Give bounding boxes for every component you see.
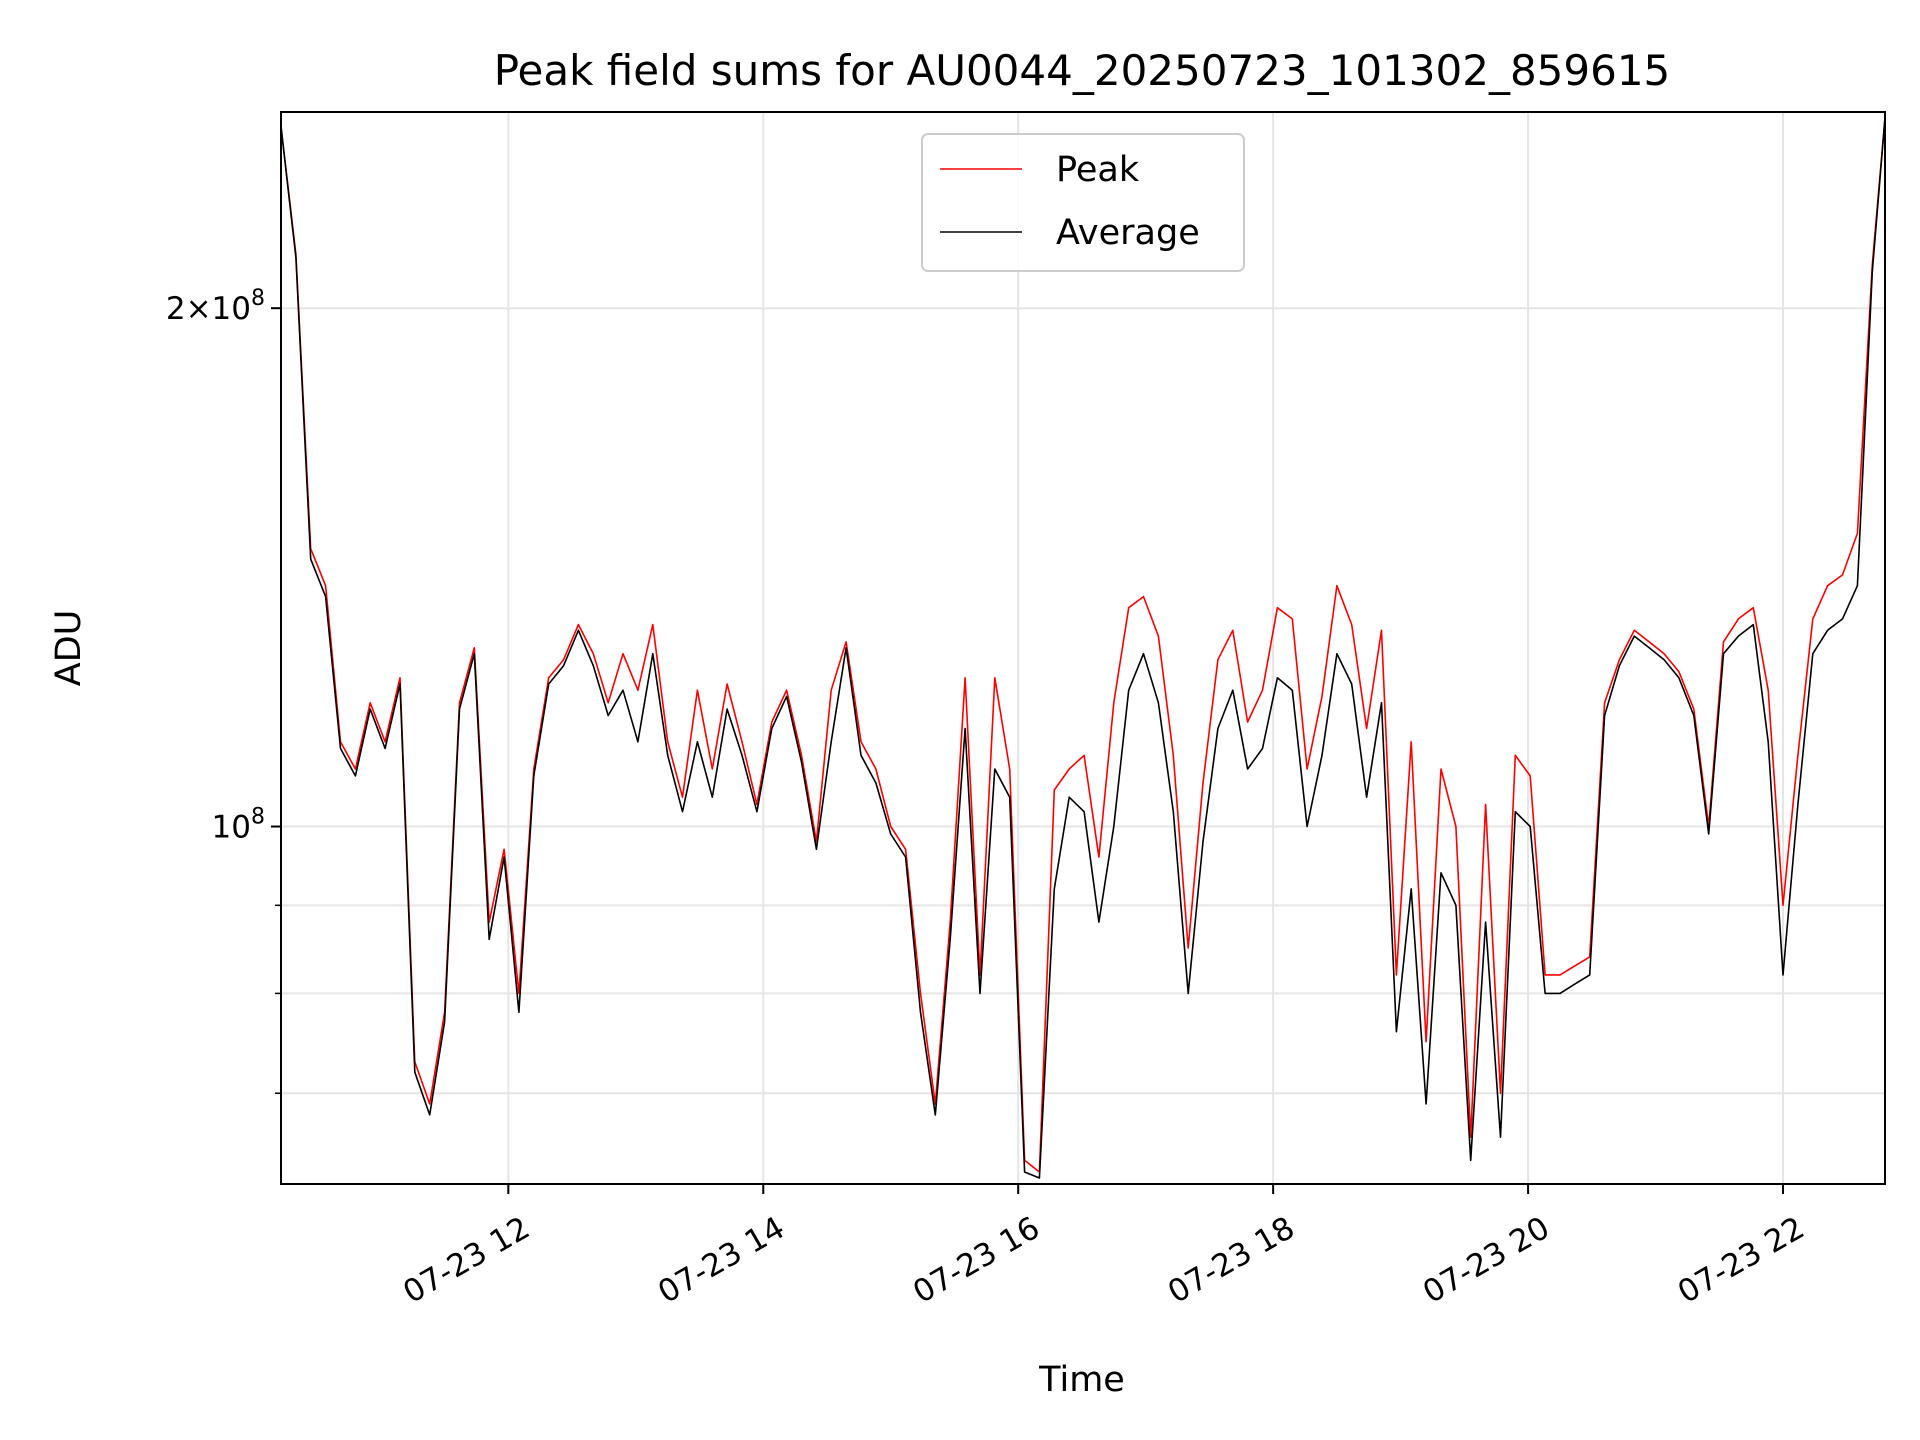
legend-label-peak: Peak xyxy=(1056,150,1140,190)
chart-title: Peak field sums for AU0044_20250723_1013… xyxy=(494,46,1671,95)
plot-frame xyxy=(280,111,1886,1185)
legend: Peak Average xyxy=(921,133,1245,272)
y-axis-label: ADU xyxy=(49,610,89,687)
y-tick-label: 2×108 xyxy=(166,286,265,327)
series-lines xyxy=(280,117,1886,1179)
series-line-peak xyxy=(280,117,1886,1173)
x-axis-label: Time xyxy=(1038,1360,1125,1400)
y-axis-ticks: 108 2×108 xyxy=(166,286,281,1094)
series-line-average xyxy=(280,117,1886,1179)
grid-lines xyxy=(281,112,1885,1184)
legend-label-average: Average xyxy=(1056,213,1200,253)
y-tick-label: 108 xyxy=(212,805,265,846)
